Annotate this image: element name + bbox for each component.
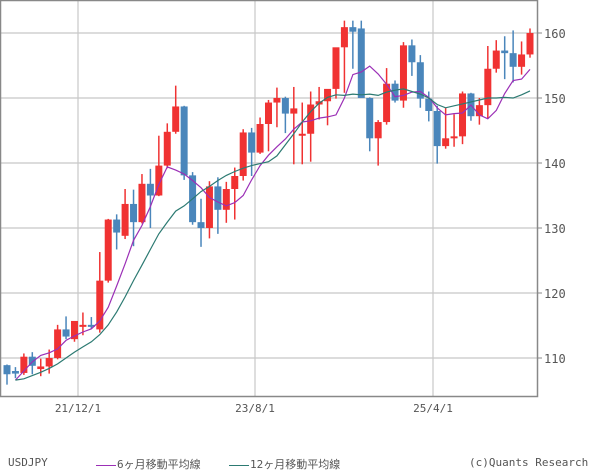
y-tick-label: 120 <box>544 287 566 301</box>
candle <box>239 132 247 176</box>
y-tick-label: 160 <box>544 27 566 41</box>
candlestick-chart: 110 120 130 140 150 160 21/12/1 23/8/1 25/4/1 <box>0 0 566 415</box>
candle <box>408 45 416 63</box>
ma-line <box>15 88 531 381</box>
y-tick-label: 150 <box>544 92 566 106</box>
candle <box>349 27 357 32</box>
candle <box>70 320 78 340</box>
candle <box>357 28 365 99</box>
candle <box>11 371 19 374</box>
y-tick-label: 140 <box>544 157 566 171</box>
candle <box>501 50 509 54</box>
candle <box>416 62 424 99</box>
candle <box>45 358 53 367</box>
candle <box>324 88 332 102</box>
candle <box>121 203 129 236</box>
candle <box>3 365 11 375</box>
candle <box>273 98 281 103</box>
candle <box>442 138 450 147</box>
candle <box>113 219 121 233</box>
symbol-label: USDJPY <box>8 456 48 469</box>
candle <box>222 189 230 210</box>
candle <box>96 280 104 330</box>
candle <box>138 183 146 223</box>
candle <box>146 183 154 196</box>
candle <box>340 27 348 48</box>
candle <box>180 106 188 176</box>
x-tick-label: 21/12/1 <box>55 402 101 415</box>
candle <box>492 50 500 69</box>
candle <box>433 111 441 147</box>
candle <box>214 186 222 210</box>
ma6-label: 6ヶ月移動平均線 <box>117 458 201 471</box>
candle <box>332 47 340 89</box>
candle <box>425 98 433 111</box>
y-tick-label: 110 <box>544 352 566 366</box>
grid-lines <box>0 0 537 396</box>
candle <box>54 329 62 358</box>
copyright-credit: (c)Quants Research <box>469 456 589 469</box>
candle <box>307 104 315 134</box>
candle <box>281 98 289 114</box>
candle <box>484 68 492 106</box>
legend-ma12: 12ヶ月移動平均線 <box>229 456 340 472</box>
candle <box>391 83 399 101</box>
moving-average-lines-overlay <box>14 65 531 381</box>
ma-line <box>14 65 531 381</box>
candle <box>79 324 87 327</box>
candle <box>87 324 95 327</box>
ma6-swatch-icon <box>96 464 116 466</box>
candle <box>475 105 483 117</box>
candle <box>399 45 407 101</box>
candle <box>298 133 306 136</box>
candle <box>62 329 70 337</box>
ma12-swatch-icon <box>229 464 249 466</box>
legend: USDJPY 6ヶ月移動平均線 12ヶ月移動平均線 (c)Quants Rese… <box>0 456 600 474</box>
y-tick-label: 130 <box>544 222 566 236</box>
candle <box>20 356 28 373</box>
legend-ma6: 6ヶ月移動平均線 <box>96 456 201 472</box>
candle <box>37 366 45 370</box>
candle <box>197 222 205 228</box>
candle <box>290 108 298 114</box>
candle <box>518 54 526 67</box>
candle <box>231 176 239 189</box>
candle <box>248 132 256 153</box>
y-axis: 110 120 130 140 150 160 <box>537 27 566 366</box>
candle <box>205 186 213 228</box>
candle <box>383 83 391 123</box>
candle <box>374 122 382 139</box>
candle <box>163 131 171 166</box>
ma12-label: 12ヶ月移動平均線 <box>250 458 341 471</box>
x-axis: 21/12/1 23/8/1 25/4/1 <box>55 402 453 415</box>
candle <box>509 53 517 67</box>
candle <box>265 102 272 124</box>
x-tick-label: 23/8/1 <box>235 402 275 415</box>
candle <box>366 98 374 139</box>
candle <box>155 165 163 196</box>
candles <box>3 20 534 385</box>
candle <box>130 203 138 223</box>
candle <box>526 33 534 55</box>
x-tick-label: 25/4/1 <box>413 402 453 415</box>
candle <box>104 219 112 281</box>
plot-frame <box>0 0 539 398</box>
candle <box>450 136 458 139</box>
candle <box>459 93 467 137</box>
candle <box>172 106 180 132</box>
candle <box>256 124 264 153</box>
